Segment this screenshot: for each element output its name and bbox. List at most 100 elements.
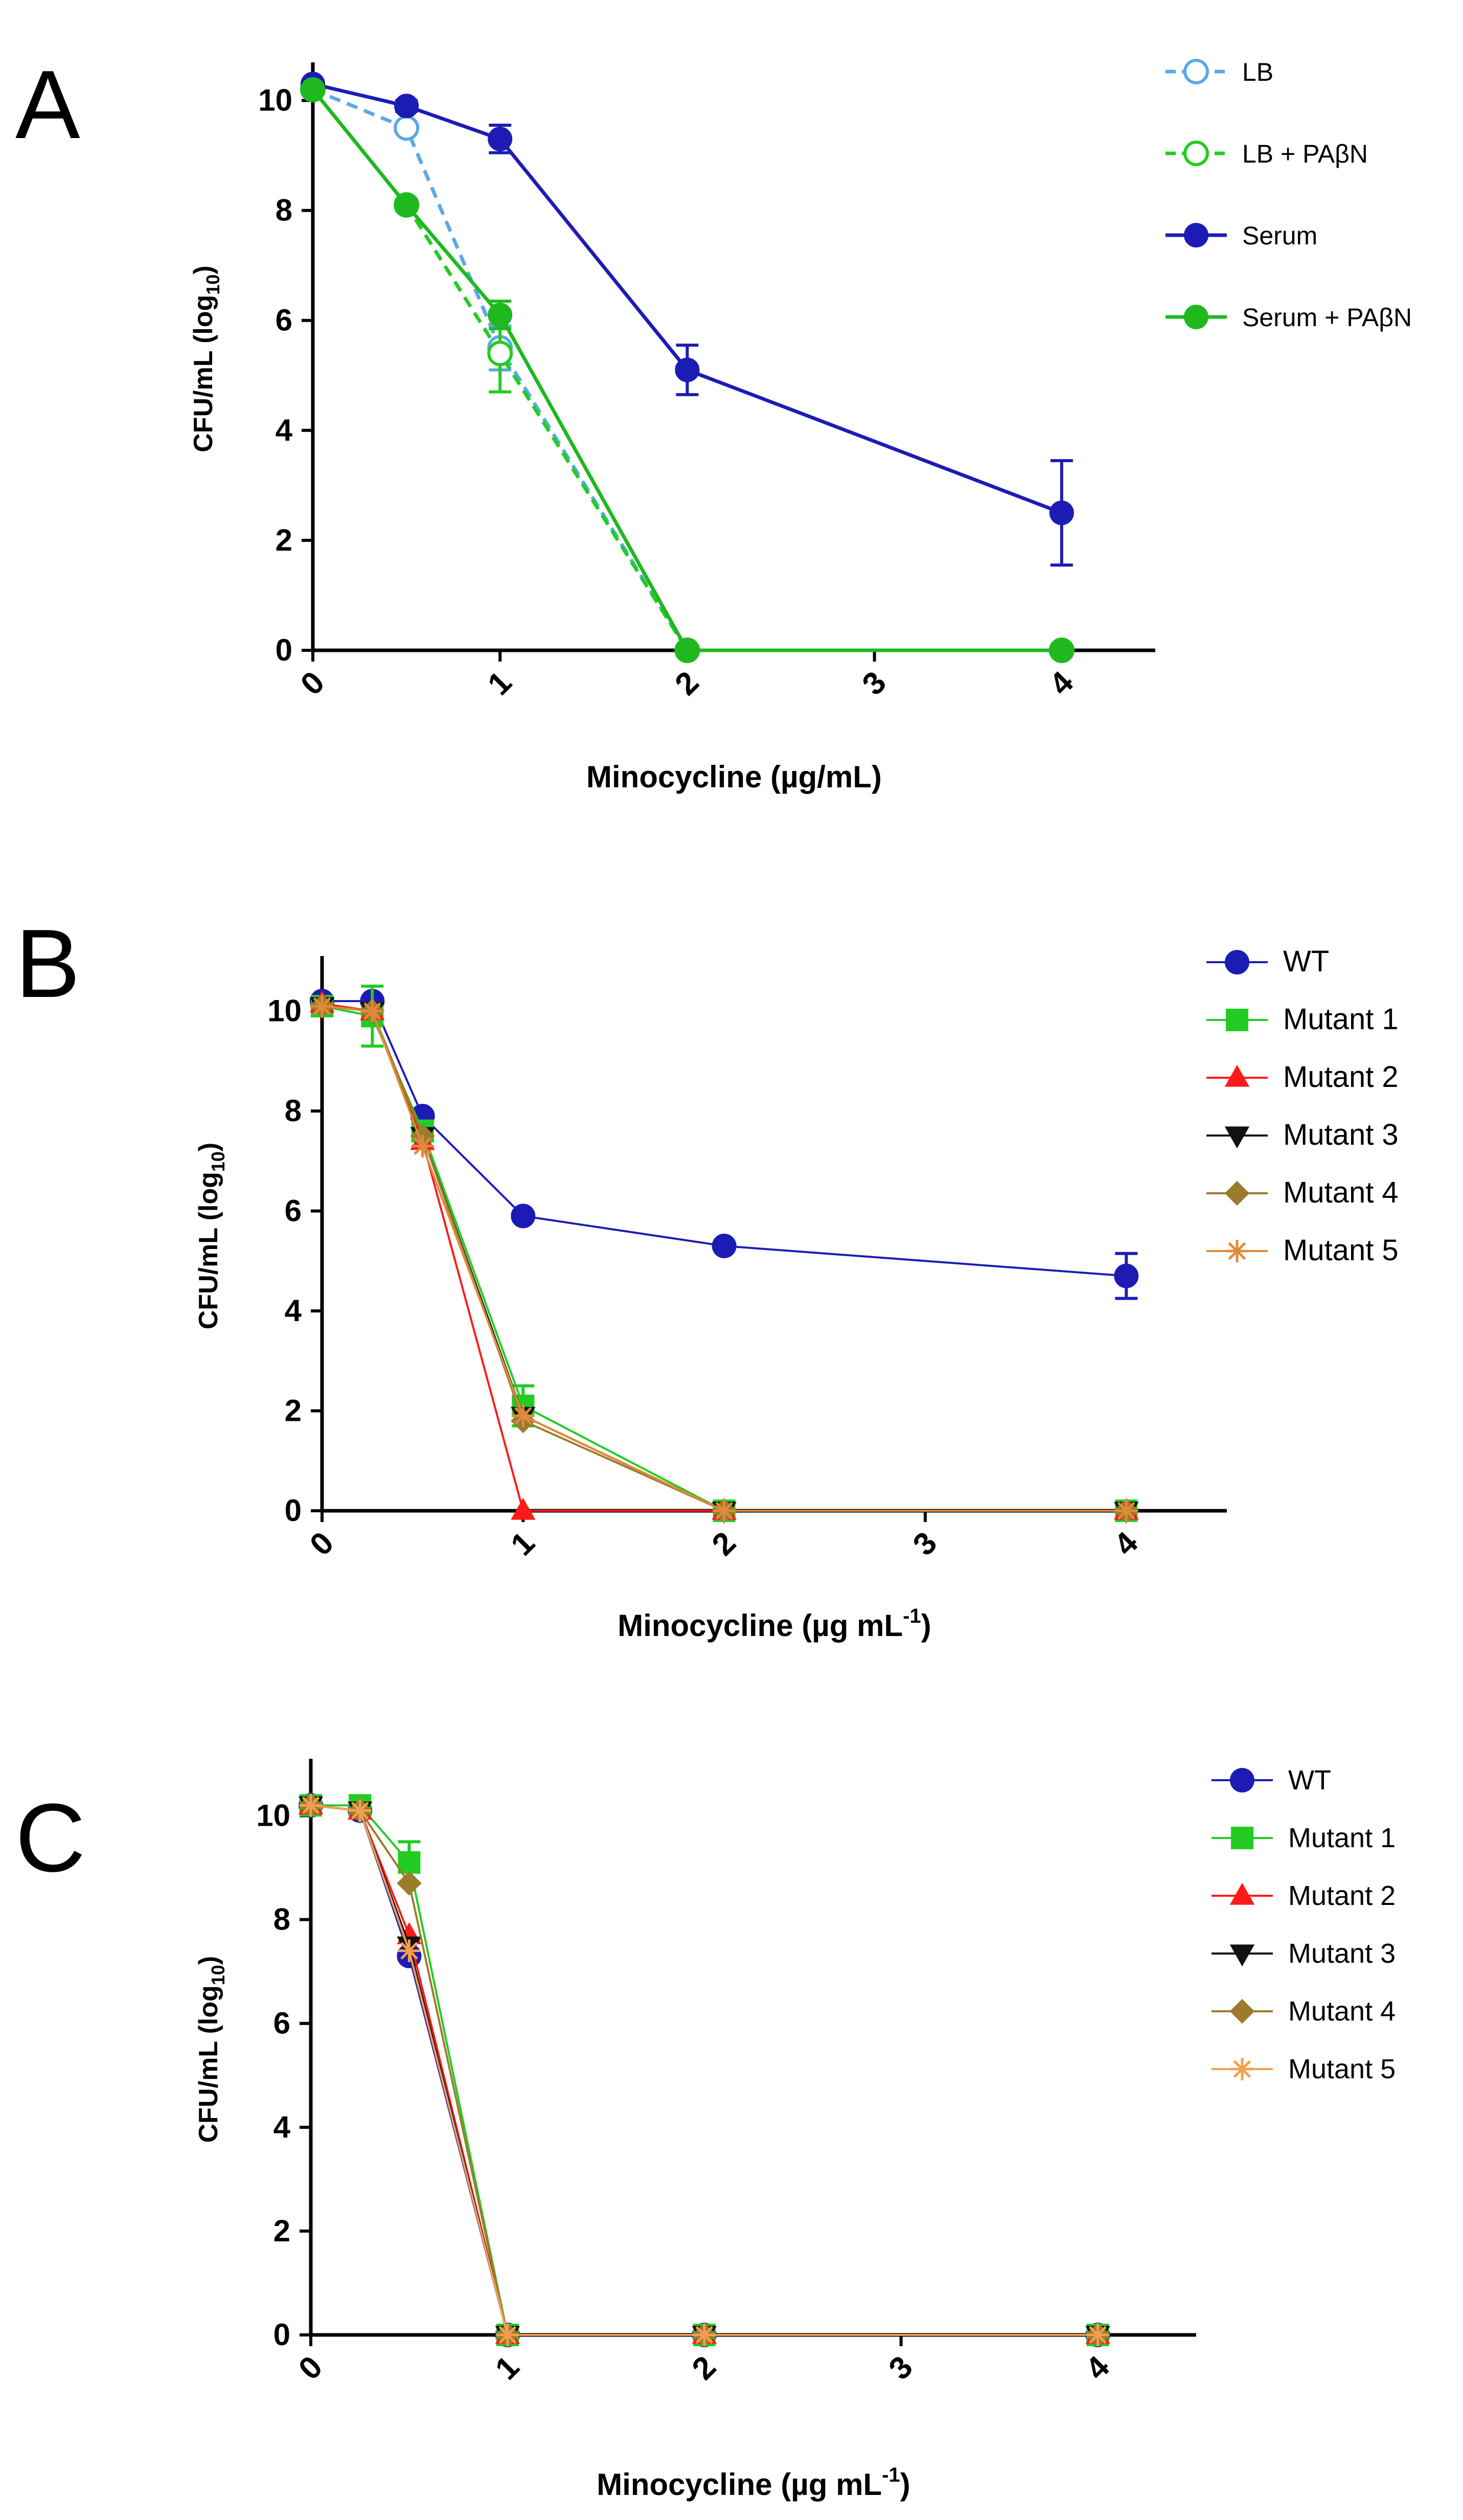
y-axis-label: CFU/mL (log10) bbox=[194, 1956, 228, 2143]
data-point bbox=[675, 357, 700, 382]
x-tick-label: 2 bbox=[685, 2349, 723, 2387]
legend-marker bbox=[1229, 1882, 1255, 1905]
data-point bbox=[675, 638, 700, 663]
data-point bbox=[394, 94, 419, 119]
series-mutant-2 bbox=[298, 1792, 1110, 2344]
panel-label: A bbox=[15, 51, 80, 159]
legend-label: Mutant 2 bbox=[1283, 1060, 1399, 1094]
y-tick-label: 0 bbox=[285, 1493, 302, 1528]
legend-marker bbox=[1184, 305, 1208, 329]
y-tick-label: 6 bbox=[285, 1194, 302, 1228]
data-point bbox=[301, 77, 325, 102]
legend-item: LB bbox=[1165, 58, 1273, 86]
data-point bbox=[411, 1134, 434, 1157]
y-tick-label: 0 bbox=[273, 2318, 290, 2352]
y-tick-label: 8 bbox=[276, 193, 292, 228]
legend-item: Mutant 3 bbox=[1211, 1938, 1396, 1969]
legend-label: Serum bbox=[1242, 221, 1317, 250]
legend-marker bbox=[1183, 141, 1209, 166]
x-tick-label: 4 bbox=[1079, 2349, 1117, 2387]
legend-item: WT bbox=[1206, 945, 1329, 978]
legend-item: Mutant 2 bbox=[1211, 1880, 1396, 1911]
x-axis-label: Minocycline (µg mL-1) bbox=[597, 2464, 910, 2502]
y-tick-label: 8 bbox=[273, 1902, 290, 1937]
legend-item: Serum + PAβN bbox=[1165, 303, 1412, 332]
series-line bbox=[322, 1005, 1127, 1512]
data-point bbox=[488, 302, 513, 327]
series-mutant-3 bbox=[309, 997, 1139, 1524]
legend-label: Mutant 1 bbox=[1283, 1003, 1399, 1036]
y-tick-label: 4 bbox=[285, 1293, 302, 1328]
legend-label: WT bbox=[1288, 1765, 1331, 1796]
legend-label: Mutant 4 bbox=[1288, 1996, 1396, 2027]
series-line bbox=[310, 1804, 1098, 2336]
chart-c: 0 2 4 6 8 10 0 1 2 3 4 Minocycline (µg mL-1) CFU/mL … bbox=[194, 1759, 1396, 2502]
panel-c: C 0 2 4 6 8 10 0 1 2 3 4 Minocycline (µg mL-1) CFU/m… bbox=[0, 1687, 1463, 2520]
panel-a: A 0 2 4 6 8 10 0 1 2 3 4 Minocycline (µg/mL) CFU/mL … bbox=[0, 0, 1463, 818]
legend-marker bbox=[1226, 1240, 1248, 1262]
data-point bbox=[361, 1000, 384, 1023]
series-mutant-4 bbox=[309, 993, 1139, 1524]
legend-marker bbox=[1225, 950, 1249, 974]
data-point bbox=[398, 1939, 421, 1962]
data-point bbox=[496, 2324, 519, 2346]
y-tick-label: 2 bbox=[276, 523, 292, 557]
legend-label: Mutant 4 bbox=[1283, 1176, 1399, 1209]
series-serum bbox=[301, 72, 1074, 567]
data-point bbox=[300, 1794, 322, 1817]
y-tick-label: 4 bbox=[276, 413, 293, 447]
data-point bbox=[713, 1500, 736, 1522]
data-point bbox=[1115, 1500, 1138, 1522]
legend-marker bbox=[1226, 1009, 1248, 1031]
panel-b: B 0 2 4 6 8 10 0 1 2 3 4 Minocycline (µg mL-1) CFU/m… bbox=[0, 838, 1463, 1687]
data-point bbox=[512, 1404, 535, 1427]
data-point bbox=[397, 1871, 422, 1896]
x-tick-label: 4 bbox=[1107, 1525, 1145, 1563]
legend-marker bbox=[1224, 1180, 1250, 1206]
x-tick-label: 3 bbox=[856, 665, 893, 702]
data-point bbox=[398, 1851, 421, 1874]
series-line bbox=[310, 1804, 1098, 2336]
y-tick-label: 10 bbox=[267, 994, 302, 1028]
legend-item: WT bbox=[1211, 1765, 1331, 1796]
series-line bbox=[322, 1005, 1127, 1512]
x-tick-label: 0 bbox=[292, 2349, 329, 2387]
y-tick-label: 6 bbox=[273, 2006, 290, 2040]
series-mutant-5 bbox=[311, 994, 1138, 1522]
y-tick-label: 4 bbox=[273, 2110, 291, 2144]
series-mutant-3 bbox=[298, 1796, 1110, 2348]
legend-marker bbox=[1183, 59, 1209, 84]
data-point bbox=[511, 1497, 536, 1520]
panel-label: C bbox=[15, 1784, 86, 1892]
legend-label: Mutant 3 bbox=[1288, 1938, 1396, 1969]
series-line bbox=[311, 1804, 1098, 2336]
y-tick-label: 2 bbox=[273, 2214, 290, 2248]
legend-marker bbox=[1229, 1944, 1255, 1967]
y-tick-label: 10 bbox=[256, 1799, 290, 1833]
legend-item: LB + PAβN bbox=[1165, 140, 1368, 168]
legend-item: Mutant 1 bbox=[1206, 1003, 1399, 1036]
legend-marker bbox=[1231, 2058, 1253, 2080]
legend-label: Mutant 2 bbox=[1288, 1880, 1396, 1911]
data-point bbox=[712, 1234, 737, 1259]
series-line bbox=[322, 1005, 1127, 1512]
legend-item: Mutant 2 bbox=[1206, 1060, 1399, 1094]
y-tick-label: 10 bbox=[258, 83, 292, 118]
panel-label: B bbox=[15, 910, 80, 1018]
legend-item: Mutant 4 bbox=[1206, 1176, 1399, 1209]
x-tick-label: 2 bbox=[705, 1525, 743, 1562]
series-mutant-4 bbox=[298, 1793, 1110, 2348]
data-point bbox=[693, 2324, 716, 2346]
legend-label: Mutant 5 bbox=[1288, 2054, 1396, 2084]
legend-marker bbox=[1224, 1064, 1250, 1087]
data-point bbox=[1114, 1263, 1139, 1288]
x-tick-label: 4 bbox=[1043, 665, 1081, 702]
series-mutant-1 bbox=[300, 1794, 1109, 2346]
y-tick-label: 8 bbox=[285, 1094, 302, 1128]
legend-label: Mutant 5 bbox=[1283, 1234, 1399, 1267]
data-point bbox=[511, 1204, 536, 1229]
data-point bbox=[488, 126, 513, 151]
legend-marker bbox=[1184, 223, 1208, 247]
legend-marker bbox=[1230, 1768, 1254, 1792]
x-tick-label: 2 bbox=[669, 665, 706, 702]
